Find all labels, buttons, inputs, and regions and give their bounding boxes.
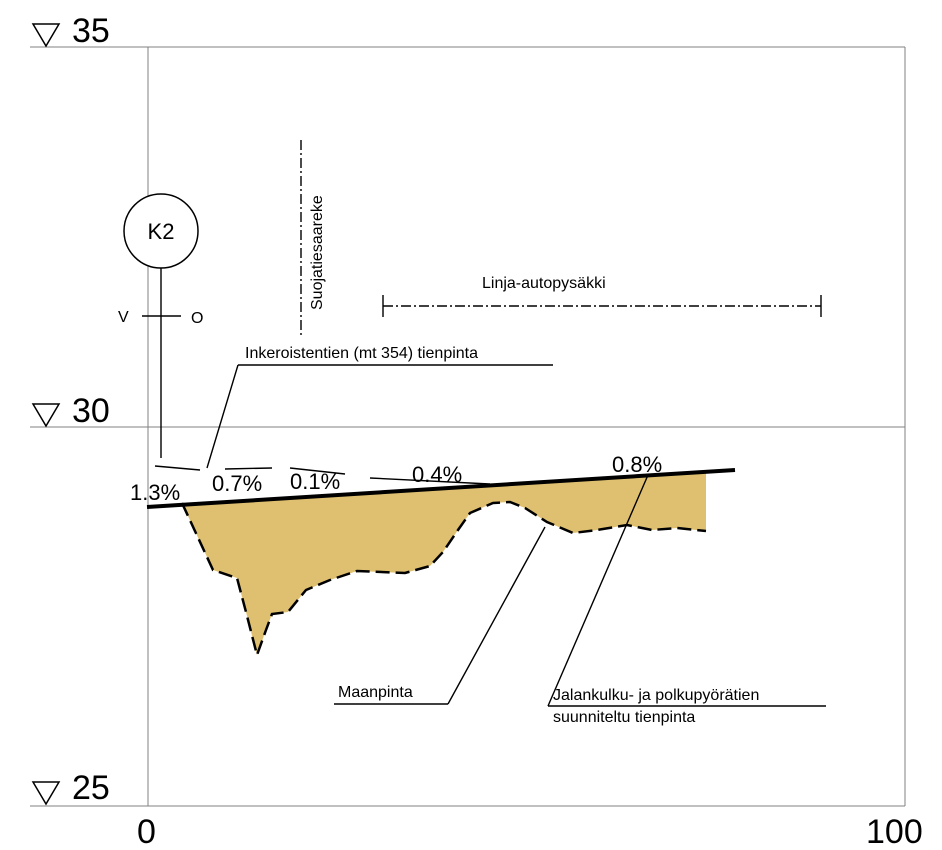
level-marker-35: 35 <box>31 12 110 50</box>
road-surface-label: Inkeroistentien (mt 354) tienpinta <box>245 345 478 362</box>
slope-label: 0.7% <box>212 471 262 496</box>
level-triangle-icon <box>31 781 61 806</box>
planned-leader <box>547 474 649 707</box>
axis-label-0: 0 <box>137 813 156 850</box>
road-surface-segment <box>289 467 346 475</box>
level-triangle-icon <box>31 23 61 48</box>
slope-label: 1.3% <box>130 480 180 505</box>
level-marker-30: 30 <box>31 392 110 430</box>
axis-label-100: 100 <box>866 813 923 850</box>
slope-label: 0.4% <box>412 462 462 487</box>
planned-label-line1: Jalankulku- ja polkupyörätien <box>553 687 759 704</box>
road-surface-segment <box>154 465 201 471</box>
planned-road-surface <box>146 468 736 509</box>
slope-label: 0.1% <box>290 469 340 494</box>
planned-label-line2: suunniteltu tienpinta <box>553 709 695 726</box>
ground-surface-line <box>180 500 707 660</box>
k2-right-label: O <box>191 310 203 327</box>
level-label-25: 25 <box>72 769 110 807</box>
k2-left-label: V <box>118 309 129 326</box>
road-surface-segment <box>369 477 491 485</box>
level-triangle-icon <box>31 403 61 428</box>
k2-marker: K2 V O <box>118 193 203 458</box>
bus-stop-label: Linja-autopysäkki <box>482 275 606 292</box>
road-surface-leader <box>206 364 239 469</box>
ground-label: Maanpinta <box>338 684 413 701</box>
ground-leader <box>447 526 546 705</box>
level-label-30: 30 <box>72 392 110 430</box>
k2-label: K2 <box>148 219 175 244</box>
level-marker-25: 25 <box>31 769 110 807</box>
ground-fill-area <box>148 473 706 655</box>
level-label-35: 35 <box>72 12 110 50</box>
road-surface-segment <box>224 467 273 470</box>
slope-label: 0.8% <box>612 452 662 477</box>
ditch-label: Suojatiesaareke <box>309 195 326 310</box>
